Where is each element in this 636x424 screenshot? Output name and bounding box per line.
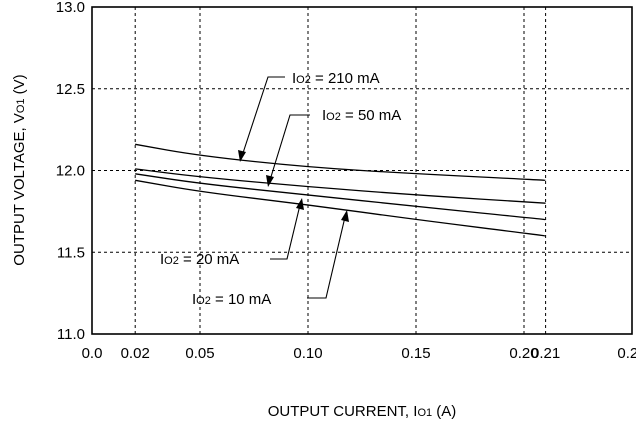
arrowhead-20ma <box>296 198 304 210</box>
series-label-20ma: IO2 = 20 mA <box>160 251 239 268</box>
series-line-0 <box>135 143 547 181</box>
x-tick-label-5: 0.20 <box>509 345 538 362</box>
x-tick-labels: 0.0 0.02 0.05 0.10 0.15 0.200.21 0.25 <box>82 345 636 362</box>
y-axis-title: OUTPUT VOLTAGE, VO1 (V) <box>11 74 28 265</box>
leader-line-10ma <box>307 216 346 299</box>
series-label-210ma: IO2 = 210 mA <box>292 70 380 87</box>
annotation-210ma: IO2 = 210 mA <box>238 70 380 162</box>
series-line-1 <box>135 168 546 204</box>
x-axis-title: OUTPUT CURRENT, IO1 (A) <box>268 403 457 420</box>
x-tick-label-0: 0.0 <box>82 345 103 362</box>
x-tick-label-1: 0.02 <box>121 345 150 362</box>
annotation-10ma: IO2 = 10 mA <box>192 210 349 308</box>
y-tick-labels: 11.0 11.5 12.0 12.5 13.0 <box>56 0 85 343</box>
arrowhead-50ma <box>266 175 274 187</box>
x-tick-label-4: 0.15 <box>401 345 430 362</box>
x-tick-label-3: 0.10 <box>293 345 322 362</box>
annotation-20ma: IO2 = 20 mA <box>160 198 304 268</box>
leader-line-20ma <box>270 204 301 260</box>
x-tick-label-6: 0.21 <box>531 345 560 362</box>
leader-line-50ma <box>269 114 310 181</box>
y-tick-label-0: 11.0 <box>57 326 85 343</box>
annotation-50ma: IO2 = 50 mA <box>266 107 401 187</box>
y-tick-label-4: 13.0 <box>56 0 85 16</box>
series-line-2 <box>135 173 547 221</box>
curves <box>135 143 547 237</box>
series-label-10ma: IO2 = 10 mA <box>192 291 271 308</box>
series-label-50ma: IO2 = 50 mA <box>322 107 401 124</box>
x-tick-label-7: 0.25 <box>617 345 636 362</box>
leader-line-210ma <box>241 76 285 157</box>
plot-frame <box>91 6 633 335</box>
y-tick-label-2: 12.0 <box>56 163 85 180</box>
x-tick-label-2: 0.05 <box>185 345 214 362</box>
arrowhead-10ma <box>341 210 349 222</box>
y-tick-label-1: 11.5 <box>57 244 85 261</box>
y-tick-label-3: 12.5 <box>56 81 85 98</box>
arrowhead-210ma <box>238 150 246 162</box>
series-line-3 <box>135 179 547 237</box>
grid <box>92 7 632 334</box>
